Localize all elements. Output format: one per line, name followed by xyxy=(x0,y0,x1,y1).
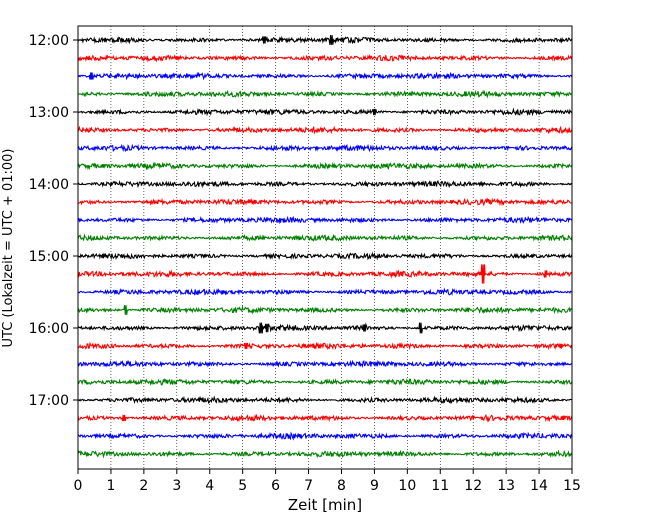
x-tick-label-6: 6 xyxy=(271,478,280,494)
y-axis-ticks: 12:00 13:00 14:00 15:00 16:00 17:00 xyxy=(29,33,78,409)
trace-row-2 xyxy=(77,71,573,81)
trace-row-17 xyxy=(77,341,573,351)
x-tick-label-2: 2 xyxy=(139,478,148,494)
trace-row-12 xyxy=(77,251,573,261)
x-tick-label-12: 12 xyxy=(464,478,482,494)
x-axis-label: Zeit [min] xyxy=(288,496,362,514)
trace-row-20 xyxy=(77,395,573,405)
y-tick-label-2: 14:00 xyxy=(29,177,69,193)
x-tick-label-14: 14 xyxy=(530,478,548,494)
x-axis-ticks: 0 1 2 3 4 5 6 7 8 9 10 11 12 13 14 15 xyxy=(74,469,581,494)
trace-row-14 xyxy=(77,287,573,296)
x-tick-label-15: 15 xyxy=(563,478,581,494)
trace-row-11 xyxy=(77,233,573,242)
trace-row-13 xyxy=(77,264,573,284)
x-tick-label-0: 0 xyxy=(74,478,83,494)
trace-row-5 xyxy=(77,125,573,135)
plot-frame xyxy=(77,25,573,470)
trace-row-10 xyxy=(77,215,573,225)
trace-row-22 xyxy=(77,431,573,441)
y-tick-label-5: 17:00 xyxy=(29,393,69,409)
y-tick-label-3: 15:00 xyxy=(29,249,69,265)
trace-row-15 xyxy=(77,305,573,315)
trace-row-9 xyxy=(77,197,573,207)
y-axis-label: UTC (Lokalzeit = UTC + 01:00) xyxy=(1,149,16,348)
x-tick-label-5: 5 xyxy=(238,478,247,494)
trace-row-6 xyxy=(77,143,573,153)
x-tick-label-8: 8 xyxy=(337,478,346,494)
x-tick-label-1: 1 xyxy=(106,478,115,494)
x-tick-label-9: 9 xyxy=(370,478,379,494)
trace-row-7 xyxy=(77,161,573,171)
trace-row-21 xyxy=(77,413,573,423)
trace-row-0 xyxy=(77,35,573,45)
trace-row-19 xyxy=(77,378,573,387)
seismic-traces xyxy=(77,35,573,459)
x-tick-label-7: 7 xyxy=(304,478,313,494)
y-tick-label-1: 13:00 xyxy=(29,105,69,121)
x-tick-label-4: 4 xyxy=(205,478,214,494)
x-tick-label-3: 3 xyxy=(172,478,181,494)
grid-lines xyxy=(110,26,540,469)
plot-background xyxy=(78,26,572,469)
trace-row-23 xyxy=(77,449,573,459)
trace-row-4 xyxy=(77,107,573,117)
trace-row-3 xyxy=(77,89,573,99)
y-tick-label-0: 12:00 xyxy=(29,33,69,49)
y-tick-label-4: 16:00 xyxy=(29,321,69,337)
x-tick-label-10: 10 xyxy=(398,478,416,494)
trace-row-1 xyxy=(77,54,573,63)
trace-row-18 xyxy=(77,359,573,369)
x-tick-label-11: 11 xyxy=(431,478,449,494)
trace-row-16 xyxy=(77,322,573,334)
x-tick-label-13: 13 xyxy=(497,478,515,494)
trace-row-8 xyxy=(78,179,572,189)
